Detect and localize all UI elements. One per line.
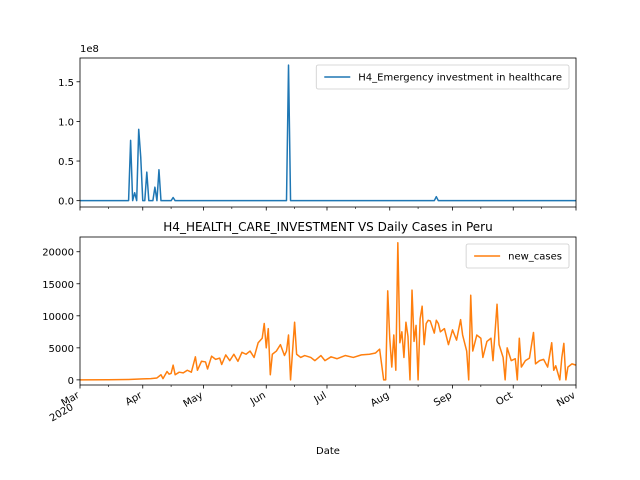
y-tick-label: 15000 xyxy=(42,280,74,291)
y-tick-label: 5000 xyxy=(49,344,74,355)
y-tick-label: 20000 xyxy=(42,248,74,259)
y-tick-label: 1.0 xyxy=(58,117,74,128)
x-tick-label: Sep xyxy=(432,390,454,409)
y-offset-label: 1e8 xyxy=(80,44,99,55)
y-tick-label: 10000 xyxy=(42,312,74,323)
x-tick-label: Apr xyxy=(124,390,145,409)
x-tick-sublabel: 2020 xyxy=(48,402,76,424)
chart-title: H4_HEALTH_CARE_INVESTMENT VS Daily Cases… xyxy=(163,220,492,234)
x-tick-label: Oct xyxy=(494,390,515,408)
legend: new_cases xyxy=(465,243,570,269)
legend-label: new_cases xyxy=(508,252,562,263)
top-subplot: 0.0 0.5 1.0 1.5 1e8 H4_Emergency investment i… xyxy=(58,44,577,211)
x-tick-label: May xyxy=(182,390,205,410)
legend-label: H4_Emergency investment in healthcare xyxy=(358,73,562,84)
x-axis-label: Date xyxy=(316,446,340,457)
y-tick-label: 0 xyxy=(68,376,74,387)
y-tick-label: 0.5 xyxy=(58,157,74,168)
bottom-subplot: 0 5000 10000 15000 20000 H4_HEALTH_CARE_INVES… xyxy=(42,220,577,389)
x-tick-label: Jun xyxy=(248,390,268,408)
x-tick-label: Jul xyxy=(312,390,329,406)
legend-box xyxy=(465,243,570,269)
x-tick-label: Aug xyxy=(369,390,391,409)
x-tick-label: Nov xyxy=(555,390,577,409)
y-tick-label: 1.5 xyxy=(58,78,74,89)
legend-box xyxy=(315,64,570,90)
axes-frame xyxy=(79,236,577,386)
series-line-1-1 xyxy=(80,64,576,202)
series-line-2-1 xyxy=(79,242,577,381)
y-tick-label: 0.0 xyxy=(58,197,74,208)
legend: H4_Emergency investment in healthcare xyxy=(315,64,570,90)
axes-frame xyxy=(79,57,577,208)
